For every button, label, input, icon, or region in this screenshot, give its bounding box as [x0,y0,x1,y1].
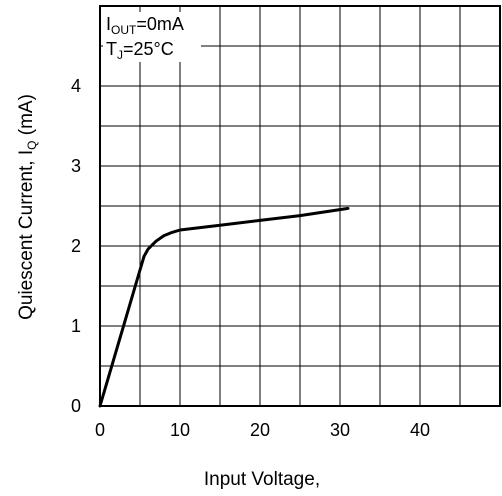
x-tick-label: 20 [250,420,270,440]
y-tick-label: 4 [71,76,81,96]
x-axis-title: Input Voltage, [204,469,320,490]
annotation-line-2: TJ=25°C [106,39,174,62]
x-tick-label: 40 [410,420,430,440]
grid [99,5,501,407]
plot-frame [99,5,501,407]
x-tick-label: 30 [330,420,350,440]
y-tick-label: 2 [71,236,81,256]
x-tick-label: 0 [95,420,105,440]
annotation-line-1: IOUT=0mA [106,14,184,37]
y-axis-title: Quiescent Current, IQ (mA) [16,94,39,320]
y-tick-label: 0 [71,396,81,416]
x-tick-label: 10 [170,420,190,440]
annotation-background [103,12,201,62]
annotation-box: IOUT=0mA TJ=25°C [103,12,201,62]
series-line [98,206,350,408]
y-tick-label: 1 [71,316,81,336]
tick-labels: 0 10 20 30 40 0 1 2 3 4 [71,76,430,440]
y-tick-label: 3 [71,156,81,176]
